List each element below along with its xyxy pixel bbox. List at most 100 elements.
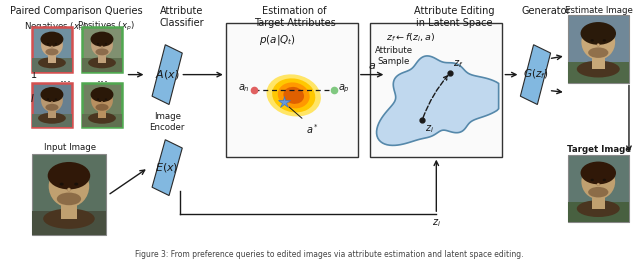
Ellipse shape — [41, 33, 63, 56]
Bar — [591, 196, 605, 209]
Ellipse shape — [74, 183, 78, 185]
Bar — [82, 58, 122, 72]
Text: Attribute
Sample: Attribute Sample — [375, 46, 413, 65]
Bar — [82, 82, 122, 127]
Ellipse shape — [40, 87, 63, 102]
Ellipse shape — [45, 104, 58, 111]
Ellipse shape — [101, 46, 103, 48]
Bar — [568, 62, 629, 82]
Ellipse shape — [603, 39, 606, 42]
Text: $z_f$: $z_f$ — [453, 58, 464, 70]
Text: Generator: Generator — [521, 6, 571, 16]
Text: Attribute Editing
in Latent Space: Attribute Editing in Latent Space — [414, 6, 495, 28]
Bar — [591, 57, 605, 69]
Ellipse shape — [45, 48, 58, 55]
Ellipse shape — [577, 200, 620, 217]
Bar — [61, 204, 77, 219]
Text: $z_i$: $z_i$ — [425, 123, 434, 135]
Ellipse shape — [91, 89, 113, 112]
Ellipse shape — [105, 43, 107, 45]
Ellipse shape — [580, 22, 616, 45]
Ellipse shape — [40, 32, 63, 47]
Ellipse shape — [67, 188, 70, 191]
Ellipse shape — [577, 61, 620, 77]
Bar — [82, 114, 122, 127]
Ellipse shape — [41, 89, 63, 112]
Ellipse shape — [284, 87, 304, 104]
Ellipse shape — [47, 43, 49, 45]
Text: $a$: $a$ — [368, 61, 376, 71]
Ellipse shape — [580, 162, 616, 184]
Bar — [98, 110, 106, 118]
Ellipse shape — [603, 179, 606, 181]
Ellipse shape — [591, 179, 594, 181]
Bar — [32, 58, 72, 72]
Ellipse shape — [278, 82, 310, 108]
Ellipse shape — [88, 57, 116, 68]
Ellipse shape — [51, 101, 53, 103]
Bar — [32, 154, 106, 235]
Text: $a^*$: $a^*$ — [306, 122, 319, 136]
Text: $A(x)$: $A(x)$ — [155, 68, 179, 81]
Text: $1$: $1$ — [30, 68, 38, 80]
Text: Attribute
Classifier: Attribute Classifier — [159, 6, 204, 28]
Ellipse shape — [95, 48, 109, 55]
Polygon shape — [376, 56, 499, 145]
Text: Figure 3: From preference queries to edited images via attribute estimation and : Figure 3: From preference queries to edi… — [135, 250, 524, 259]
Bar — [47, 110, 56, 118]
Text: $G(z_f)$: $G(z_f)$ — [523, 68, 548, 81]
Text: Target Image: Target Image — [566, 145, 631, 154]
Bar — [568, 202, 629, 222]
Text: $E(x)$: $E(x)$ — [156, 161, 179, 174]
Text: Negatives ($x_n$): Negatives ($x_n$) — [24, 20, 87, 33]
Ellipse shape — [38, 57, 66, 68]
Ellipse shape — [95, 104, 109, 111]
Ellipse shape — [57, 193, 81, 205]
Ellipse shape — [51, 46, 53, 48]
Ellipse shape — [60, 183, 64, 185]
Text: $p(a|Q_t)$: $p(a|Q_t)$ — [259, 33, 296, 47]
Polygon shape — [152, 140, 182, 196]
Ellipse shape — [49, 165, 89, 207]
Ellipse shape — [588, 47, 609, 58]
Ellipse shape — [97, 43, 99, 45]
Ellipse shape — [105, 98, 107, 100]
Ellipse shape — [97, 98, 99, 100]
Ellipse shape — [43, 209, 95, 229]
Text: Positives ($x_p$): Positives ($x_p$) — [77, 20, 135, 33]
Ellipse shape — [581, 164, 615, 199]
Text: Image
Encoder: Image Encoder — [150, 112, 185, 132]
Bar — [32, 114, 72, 127]
Ellipse shape — [88, 113, 116, 124]
Text: $a_p$: $a_p$ — [338, 82, 350, 95]
Bar — [32, 27, 72, 72]
Ellipse shape — [90, 87, 113, 102]
Bar — [32, 211, 106, 235]
Ellipse shape — [597, 183, 600, 186]
Ellipse shape — [47, 98, 49, 100]
Bar — [32, 82, 72, 127]
Ellipse shape — [591, 39, 594, 42]
Ellipse shape — [272, 78, 316, 112]
Bar — [226, 23, 358, 157]
Text: Estimation of
Target Attributes: Estimation of Target Attributes — [254, 6, 335, 28]
Text: $a_n$: $a_n$ — [239, 83, 250, 94]
Text: ...: ... — [59, 72, 71, 85]
Bar — [568, 155, 629, 222]
Text: Paired Comparison Queries: Paired Comparison Queries — [10, 6, 143, 16]
Text: Estimate Image: Estimate Image — [565, 6, 633, 15]
Bar — [82, 27, 122, 72]
Ellipse shape — [55, 98, 57, 100]
Bar — [47, 55, 56, 63]
Ellipse shape — [588, 187, 609, 197]
Ellipse shape — [597, 43, 600, 46]
Ellipse shape — [91, 33, 113, 56]
Bar — [568, 15, 629, 82]
Polygon shape — [520, 45, 550, 104]
Ellipse shape — [90, 32, 113, 47]
Ellipse shape — [48, 162, 90, 189]
Polygon shape — [152, 45, 182, 104]
Text: $z_i$: $z_i$ — [432, 217, 441, 229]
Ellipse shape — [101, 101, 103, 103]
Ellipse shape — [55, 43, 57, 45]
